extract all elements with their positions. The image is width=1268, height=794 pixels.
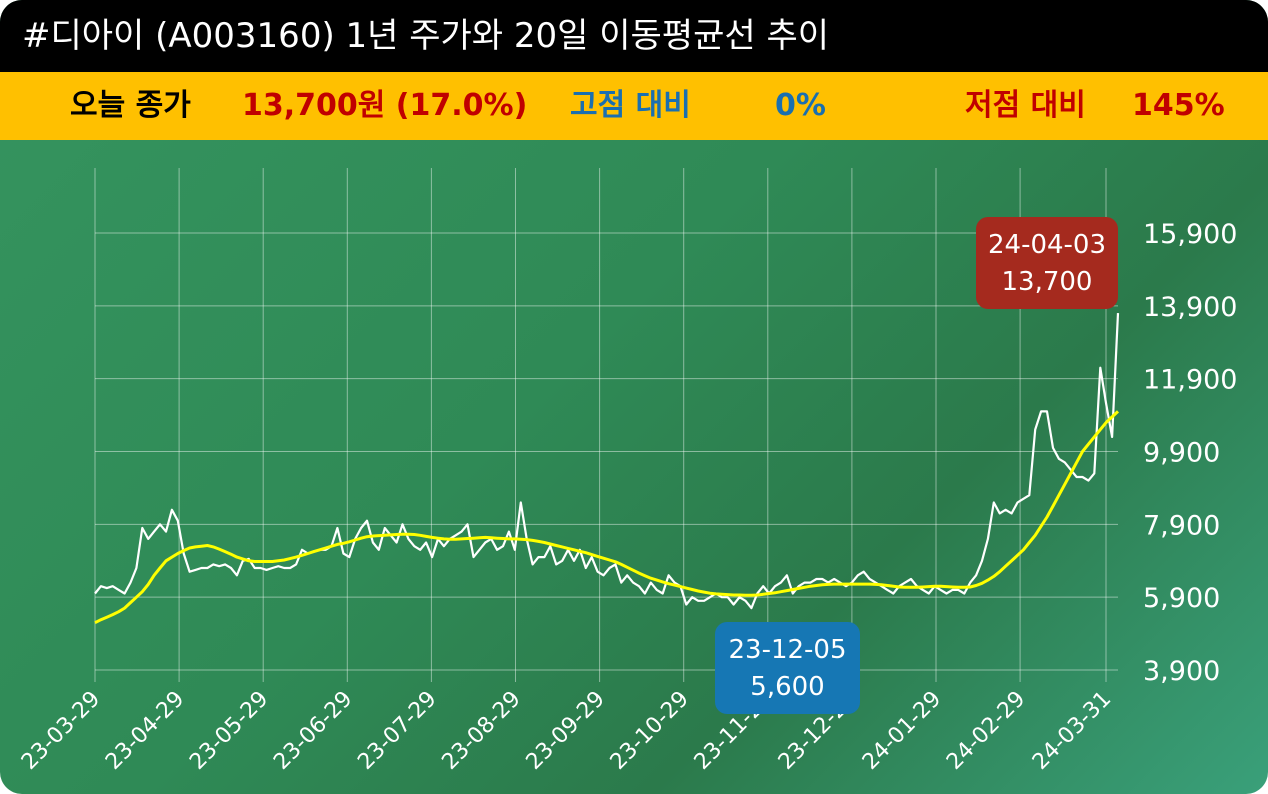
x-tick-label: 23-04-29 — [101, 687, 189, 775]
low-annotation: 23-12-05 5,600 — [715, 622, 860, 714]
y-tick-label: 13,900 — [1143, 292, 1237, 323]
y-tick-label: 7,900 — [1143, 510, 1220, 541]
today-close-value: 13,700원 (17.0%) — [242, 88, 528, 123]
x-tick-label: 23-08-29 — [437, 687, 525, 775]
y-tick-label: 15,900 — [1143, 219, 1237, 250]
ma20-line — [94, 410, 1120, 625]
annotation-value: 5,600 — [750, 672, 824, 702]
annotations: 24-04-03 13,700 23-12-05 5,600 — [715, 217, 1118, 714]
annotation-date: 24-04-03 — [988, 230, 1106, 260]
y-tick-label: 3,900 — [1143, 656, 1220, 687]
x-tick-label: 24-02-29 — [942, 687, 1030, 775]
vs-low-label: 저점 대비 — [965, 88, 1086, 123]
x-tick-label: 23-09-29 — [522, 687, 610, 775]
annotation-box — [715, 622, 860, 714]
y-tick-label: 9,900 — [1143, 438, 1220, 469]
y-tick-label: 11,900 — [1143, 365, 1237, 396]
vs-high-label: 고점 대비 — [570, 88, 691, 123]
annotation-box — [976, 217, 1118, 309]
y-tick-label: 5,900 — [1143, 583, 1220, 614]
info-bar: 오늘 종가 13,700원 (17.0%) 고점 대비 0% 저점 대비 145… — [0, 72, 1268, 140]
vs-high-value: 0% — [775, 88, 826, 123]
y-axis-ticks: 3,900 5,900 7,900 9,900 11,900 13,900 15,900 — [1143, 219, 1237, 687]
vs-low-value: 145% — [1132, 88, 1225, 123]
x-tick-label: 23-07-29 — [353, 687, 441, 775]
x-tick-label: 24-03-31 — [1028, 687, 1116, 775]
x-tick-label: 23-05-29 — [185, 687, 273, 775]
x-tick-label: 23-06-29 — [269, 687, 357, 775]
today-close-label: 오늘 종가 — [70, 88, 191, 123]
chart-title: #디아이 (A003160) 1년 주가와 20일 이동평균선 추이 — [22, 16, 830, 56]
annotation-value: 13,700 — [1002, 267, 1093, 297]
x-tick-label: 23-03-29 — [17, 687, 105, 775]
title-bar: #디아이 (A003160) 1년 주가와 20일 이동평균선 추이 — [0, 0, 1268, 72]
x-tick-label: 23-10-29 — [606, 687, 694, 775]
x-tick-label: 24-01-29 — [858, 687, 946, 775]
series-lines — [94, 313, 1120, 625]
x-axis-ticks: 23-03-2923-04-2923-05-2923-06-2923-07-29… — [17, 687, 1116, 775]
grid-lines — [94, 168, 1118, 682]
high-annotation: 24-04-03 13,700 — [976, 217, 1118, 309]
price-line — [94, 313, 1120, 610]
annotation-date: 23-12-05 — [728, 635, 846, 665]
